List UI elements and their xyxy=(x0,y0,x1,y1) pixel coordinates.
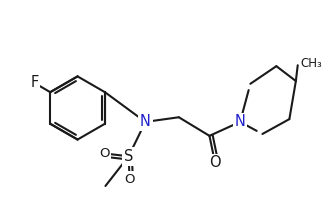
Text: F: F xyxy=(30,75,38,90)
Text: S: S xyxy=(124,149,133,164)
Text: CH₃: CH₃ xyxy=(300,57,322,70)
Text: O: O xyxy=(209,155,221,170)
Text: O: O xyxy=(124,173,135,186)
Text: O: O xyxy=(99,147,110,160)
Text: N: N xyxy=(140,114,151,129)
Text: N: N xyxy=(235,114,245,129)
